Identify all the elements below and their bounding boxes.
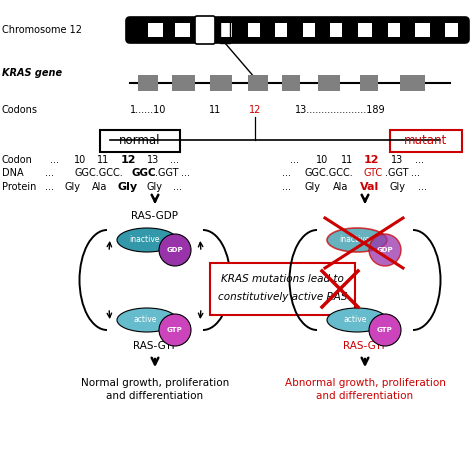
- Text: Val: Val: [360, 182, 380, 192]
- Text: ...: ...: [51, 155, 60, 165]
- Bar: [175, 23, 190, 37]
- Bar: [318, 75, 340, 91]
- Text: Chromosome 12: Chromosome 12: [2, 25, 82, 35]
- Bar: [330, 23, 342, 37]
- Text: GGC: GGC: [132, 168, 156, 178]
- Text: .GGT: .GGT: [385, 168, 409, 178]
- Text: ...: ...: [46, 168, 55, 178]
- Text: 10: 10: [74, 155, 86, 165]
- Bar: [282, 75, 300, 91]
- Bar: [275, 23, 287, 37]
- Text: Gly: Gly: [305, 182, 321, 192]
- Text: GDP: GDP: [377, 247, 393, 253]
- FancyBboxPatch shape: [195, 16, 215, 44]
- Text: Gly: Gly: [118, 182, 138, 192]
- Text: RAS-GTP: RAS-GTP: [133, 341, 177, 351]
- Text: DNA: DNA: [2, 168, 24, 178]
- Text: Ala: Ala: [333, 182, 349, 192]
- Text: Abnormal growth, proliferation: Abnormal growth, proliferation: [284, 378, 446, 388]
- Text: ...: ...: [181, 168, 190, 178]
- FancyBboxPatch shape: [210, 263, 355, 315]
- Bar: [388, 23, 400, 37]
- Bar: [210, 75, 232, 91]
- Text: normal: normal: [119, 135, 161, 147]
- Text: and differentiation: and differentiation: [107, 391, 203, 401]
- Text: inactive: inactive: [340, 234, 370, 244]
- Text: ...: ...: [411, 168, 420, 178]
- Bar: [358, 23, 372, 37]
- FancyBboxPatch shape: [390, 130, 462, 152]
- Text: ...: ...: [173, 182, 182, 192]
- Text: GTP: GTP: [377, 327, 393, 333]
- Text: RAS-GDP: RAS-GDP: [131, 211, 179, 221]
- Text: 10: 10: [316, 155, 328, 165]
- Text: 11: 11: [341, 155, 353, 165]
- Text: Codons: Codons: [2, 105, 38, 115]
- Text: 13: 13: [391, 155, 403, 165]
- Bar: [445, 23, 458, 37]
- Text: inactive: inactive: [130, 234, 160, 244]
- Text: ...: ...: [416, 155, 425, 165]
- Text: Gly: Gly: [65, 182, 81, 192]
- Text: Normal growth, proliferation: Normal growth, proliferation: [81, 378, 229, 388]
- Text: Ala: Ala: [92, 182, 108, 192]
- Bar: [303, 23, 315, 37]
- Text: active: active: [343, 315, 367, 323]
- Text: Protein: Protein: [2, 182, 36, 192]
- FancyBboxPatch shape: [100, 130, 180, 152]
- Text: constitutively active RAS: constitutively active RAS: [218, 292, 347, 302]
- Text: 11: 11: [97, 155, 109, 165]
- Text: ...: ...: [283, 168, 292, 178]
- Text: 12: 12: [120, 155, 136, 165]
- Text: mutant: mutant: [404, 135, 447, 147]
- Bar: [172, 75, 195, 91]
- Text: Gly: Gly: [390, 182, 406, 192]
- Circle shape: [159, 234, 191, 266]
- Text: 11: 11: [209, 105, 221, 115]
- Text: GDP: GDP: [167, 247, 183, 253]
- Text: ...: ...: [419, 182, 428, 192]
- Bar: [220, 17, 230, 43]
- Text: and differentiation: and differentiation: [317, 391, 413, 401]
- Bar: [220, 23, 232, 37]
- Text: 13....................189: 13....................189: [295, 105, 386, 115]
- Text: GTP: GTP: [167, 327, 183, 333]
- Text: ...: ...: [171, 155, 180, 165]
- Ellipse shape: [117, 228, 177, 252]
- Text: GTC: GTC: [364, 168, 383, 178]
- Text: .GGT: .GGT: [155, 168, 179, 178]
- Text: 1......10: 1......10: [130, 105, 166, 115]
- Text: KRAS mutations lead to: KRAS mutations lead to: [221, 274, 344, 284]
- Text: Gly: Gly: [147, 182, 163, 192]
- Text: Codon: Codon: [2, 155, 33, 165]
- Bar: [415, 23, 430, 37]
- Text: ...: ...: [291, 155, 300, 165]
- Text: 12: 12: [363, 155, 379, 165]
- Circle shape: [159, 314, 191, 346]
- Bar: [148, 23, 163, 37]
- Ellipse shape: [327, 228, 387, 252]
- Bar: [360, 75, 378, 91]
- Circle shape: [369, 314, 401, 346]
- Text: ...: ...: [283, 182, 292, 192]
- Bar: [138, 75, 158, 91]
- Bar: [400, 75, 425, 91]
- Bar: [248, 75, 268, 91]
- Text: 12: 12: [249, 105, 261, 115]
- Text: RAS-GTP: RAS-GTP: [343, 341, 387, 351]
- Ellipse shape: [327, 308, 387, 332]
- Text: KRAS gene: KRAS gene: [2, 68, 62, 78]
- Text: 13: 13: [147, 155, 159, 165]
- Text: ...: ...: [46, 182, 55, 192]
- Text: GGC.GCC.: GGC.GCC.: [75, 168, 124, 178]
- Bar: [248, 23, 260, 37]
- Text: active: active: [133, 315, 157, 323]
- Ellipse shape: [117, 308, 177, 332]
- FancyBboxPatch shape: [126, 17, 469, 43]
- Circle shape: [369, 234, 401, 266]
- Text: GGC.GCC.: GGC.GCC.: [305, 168, 354, 178]
